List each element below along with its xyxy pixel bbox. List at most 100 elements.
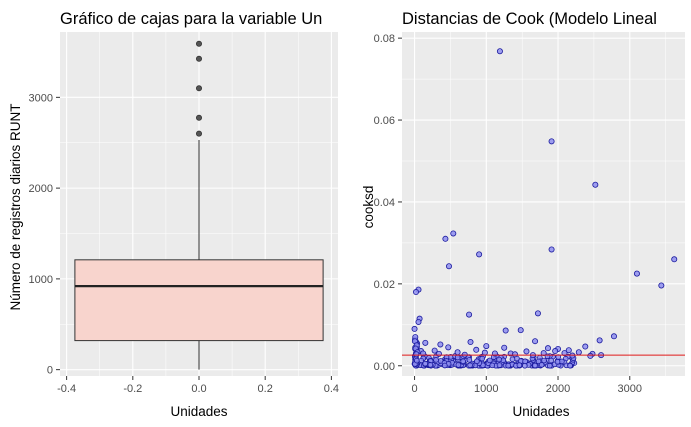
x-axis-label: Unidades (170, 404, 227, 419)
boxplot-chart: Gráfico de cajas para la variable Un -0.… (8, 10, 339, 419)
scatter-point (658, 282, 665, 289)
y-tick-label: 0 (47, 365, 53, 377)
scatter-point (489, 362, 496, 369)
interquartile-box (74, 259, 324, 342)
scatter-point (474, 358, 480, 365)
x-axis-label: Unidades (512, 404, 569, 419)
scatter-point (565, 347, 572, 354)
scatter-point (546, 362, 553, 369)
scatter-point (548, 138, 555, 145)
outlier-point (195, 130, 202, 137)
scatter-point (422, 360, 429, 367)
scatter-point (592, 181, 599, 188)
scatter-point (535, 358, 542, 365)
scatter-point (476, 251, 483, 258)
scatter-point (413, 351, 420, 358)
scatter-point (412, 289, 419, 296)
scatter-point (511, 351, 518, 358)
scatter-point (479, 355, 485, 362)
scatter-point (435, 350, 442, 357)
scatter-point (523, 348, 530, 355)
y-tick-label: 0.02 (374, 279, 395, 291)
scatter-point (517, 327, 524, 334)
scatter-point (467, 339, 474, 346)
y-tick-label: 2000 (29, 183, 53, 195)
scatter-point (427, 362, 434, 368)
y-axis-label: Número de registros diarios RUNT (8, 103, 23, 310)
scatter-point (454, 354, 461, 361)
x-tick-label: 0.0 (191, 383, 206, 395)
scatter-point (483, 343, 490, 350)
scatter-point (422, 339, 429, 346)
plot-panel (402, 32, 685, 376)
y-tick-label: 0.00 (374, 361, 395, 373)
scatter-point (587, 352, 594, 359)
scatter-point (445, 263, 452, 270)
scatter-point (544, 345, 551, 352)
scatter-point (437, 341, 444, 348)
y-tick-label: 0.04 (374, 197, 395, 209)
y-tick-label: 0.06 (374, 115, 395, 127)
outlier-point (195, 55, 202, 62)
scatter-point (466, 311, 473, 318)
scatter-point (541, 357, 547, 364)
scatter-point (548, 357, 554, 364)
scatter-point (561, 350, 568, 357)
chart-title: Distancias de Cook (Modelo Lineal (402, 10, 657, 28)
outlier-point (195, 85, 202, 92)
box-marks (74, 40, 324, 370)
scatter-point (540, 350, 547, 357)
scatter-point (671, 256, 678, 263)
y-axis-label: cooksd (361, 186, 376, 229)
x-tick-label: 1000 (474, 383, 498, 395)
scatter-point (450, 230, 457, 237)
scatter-point (411, 325, 418, 332)
y-tick-label: 0.08 (374, 33, 395, 45)
x-tick-label: 0.4 (324, 383, 339, 395)
scatter-point (554, 358, 561, 365)
scatter-points (402, 48, 685, 369)
scatter-point (481, 349, 488, 356)
scatter-point (567, 362, 573, 369)
scatter-point (496, 48, 503, 55)
cook-distance-chart: Distancias de Cook (Modelo Lineal 0 1000 2… (361, 10, 685, 419)
scatter-point (433, 357, 439, 363)
x-tick-label: 3000 (618, 383, 642, 395)
x-tick-label: 0 (411, 383, 417, 395)
scatter-point (522, 362, 528, 369)
scatter-point (502, 327, 509, 334)
scatter-point (596, 337, 603, 344)
x-tick-label: -0.4 (57, 383, 76, 395)
scatter-point (548, 246, 555, 253)
scatter-point (442, 235, 449, 242)
scatter-point (466, 357, 473, 363)
scatter-point (538, 362, 545, 368)
x-tick-label: 0.2 (258, 383, 273, 395)
scatter-point (575, 349, 582, 356)
scatter-point (532, 362, 538, 369)
scatter-point (501, 344, 508, 351)
y-tick-label: 3000 (29, 92, 53, 104)
scatter-point (516, 362, 523, 368)
scatter-point (414, 357, 420, 364)
scatter-point (509, 356, 516, 363)
scatter-point (454, 349, 461, 356)
scatter-point (455, 362, 462, 368)
scatter-point (442, 362, 448, 369)
scatter-point (496, 362, 503, 368)
grid (402, 32, 685, 376)
scatter-point (534, 310, 541, 317)
outlier-point (195, 40, 202, 47)
scatter-point (610, 333, 617, 340)
scatter-point (445, 344, 452, 351)
outlier-point (195, 114, 202, 121)
scatter-point (552, 348, 559, 355)
scatter-point (532, 338, 539, 345)
scatter-point (431, 347, 438, 354)
x-tick-label: 2000 (546, 383, 570, 395)
y-tick-label: 1000 (29, 274, 53, 286)
scatter-point (505, 362, 511, 369)
scatter-point (467, 362, 473, 369)
scatter-point (415, 318, 422, 325)
